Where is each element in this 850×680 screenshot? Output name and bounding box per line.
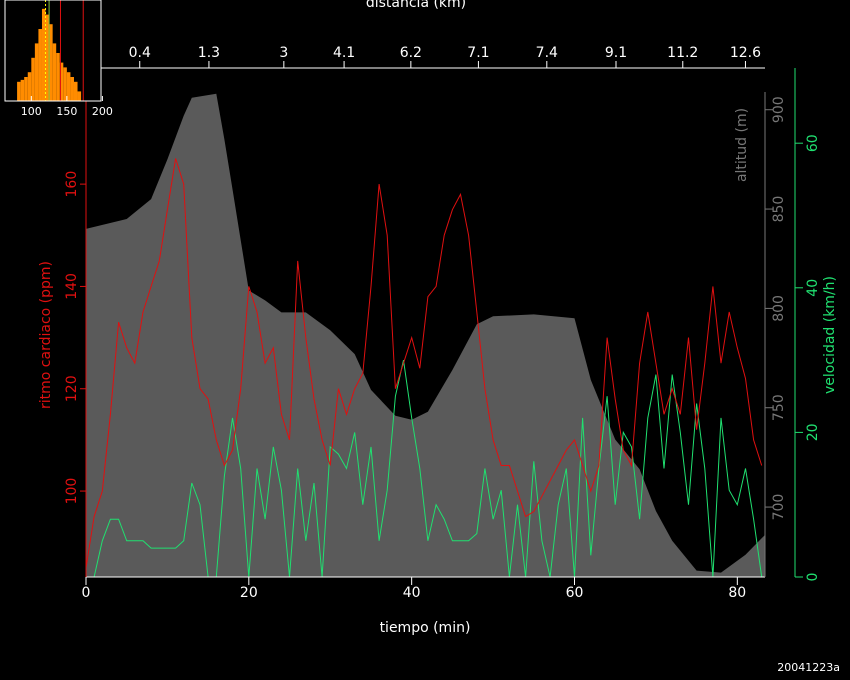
top-tick-label: 7.4 xyxy=(536,45,558,61)
inset-tick-label: 100 xyxy=(21,105,42,118)
altitude-area xyxy=(86,93,765,578)
x-tick-label: 80 xyxy=(728,585,746,601)
y3-tick-label: 60 xyxy=(805,134,821,152)
y-axis-title: ritmo cardiaco (ppm) xyxy=(38,261,54,409)
top-tick-label: 9.1 xyxy=(605,45,627,61)
y2-tick-label: 850 xyxy=(771,196,787,223)
top-tick-label: 4.1 xyxy=(333,45,355,61)
x-tick-label: 60 xyxy=(566,585,584,601)
y-tick-label: 140 xyxy=(64,273,80,300)
y3-tick-label: 0 xyxy=(805,573,821,582)
histogram-bar xyxy=(52,43,57,101)
top-tick-label: 7.1 xyxy=(467,45,489,61)
histogram-bar xyxy=(66,72,71,101)
inset-frame xyxy=(4,0,102,102)
y-tick-label: 120 xyxy=(64,375,80,402)
y3-tick-label: 40 xyxy=(805,279,821,297)
y3-tick-label: 20 xyxy=(805,423,821,441)
x-tick-label: 0 xyxy=(82,585,91,601)
histogram-bar xyxy=(17,81,21,101)
histogram-bar xyxy=(38,29,42,101)
series-line xyxy=(86,359,763,578)
top-tick-label: 0.4 xyxy=(129,45,151,61)
y-tick-label: 160 xyxy=(64,171,80,198)
x-axis-title: tiempo (min) xyxy=(380,620,471,636)
y3-axis-title: velocidad (km/h) xyxy=(822,276,838,394)
histogram-bar xyxy=(59,62,64,101)
histogram-bar xyxy=(73,81,78,101)
histogram-bar xyxy=(49,24,53,102)
histogram-bar xyxy=(27,72,32,101)
inset-tick-label: 200 xyxy=(92,105,113,118)
histogram-bar xyxy=(63,67,67,101)
y2-tick-label: 700 xyxy=(771,494,787,521)
histogram-bar xyxy=(31,57,35,101)
histogram-bar xyxy=(20,79,25,101)
top-tick-label: 3 xyxy=(279,45,288,61)
x-tick-label: 40 xyxy=(403,585,421,601)
y2-axis-title: altitud (m) xyxy=(734,108,750,182)
histogram-bar xyxy=(45,14,50,102)
histogram-bar xyxy=(34,43,39,101)
y2-tick-label: 900 xyxy=(771,96,787,123)
histogram-bar xyxy=(77,91,82,101)
histogram-bar xyxy=(70,77,74,101)
histogram-bar xyxy=(24,77,28,101)
inset-tick-label: 150 xyxy=(56,105,77,118)
footer: 20041223a xyxy=(777,661,840,674)
x-tick-label: 20 xyxy=(240,585,258,601)
histogram-bar xyxy=(56,53,60,101)
histogram-bar xyxy=(41,8,46,102)
y2-tick-label: 750 xyxy=(771,394,787,421)
y2-tick-label: 800 xyxy=(771,295,787,322)
top-tick-label: 11.2 xyxy=(667,45,698,61)
top-tick-label: 12.6 xyxy=(730,45,761,61)
top-axis-title: distancia (km) xyxy=(366,0,466,11)
series-line xyxy=(85,158,763,568)
top-tick-label: 6.2 xyxy=(400,45,422,61)
top-tick-label: 1.3 xyxy=(198,45,220,61)
y-tick-label: 100 xyxy=(64,478,80,505)
